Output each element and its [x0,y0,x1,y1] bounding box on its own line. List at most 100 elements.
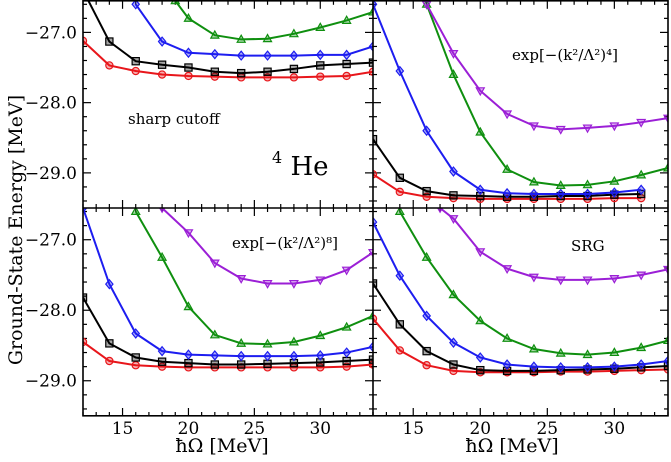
data-point-red [105,356,114,366]
x-axis-title-right: ħΩ [MeV] [465,435,558,457]
data-point-purple [636,118,647,128]
data-point-black [210,67,220,76]
series-group-bottom-left [83,208,373,372]
series-line-black [373,282,668,372]
data-point-blue [422,125,432,137]
data-point-black [289,358,299,368]
data-point-purple [582,124,593,134]
data-point-black [105,37,114,46]
data-point-green [367,310,373,320]
data-point-blue [449,337,458,349]
data-point-green [209,329,220,339]
data-point-black [157,60,167,69]
series-line-purple [425,3,668,131]
data-point-green [609,175,620,185]
series-line-blue [373,3,642,195]
data-point-purple [183,229,194,239]
data-point-green [448,289,459,299]
data-point-purple [236,275,247,284]
panel-top-right [372,0,669,208]
data-point-red [316,72,325,81]
data-point-black [105,339,114,348]
data-point-black [184,358,193,368]
data-point-green [288,336,299,346]
data-point-blue [342,347,352,358]
x-tick-label: 25 [536,419,558,439]
x-tick-label: 25 [244,419,266,439]
data-point-green [341,15,352,24]
data-point-purple [528,122,539,132]
data-point-green [609,347,620,357]
data-point-green [662,162,668,172]
x-tick-label: 20 [469,419,491,439]
y-tick-label: −28.0 [25,94,77,114]
data-point-green [157,251,168,261]
data-point-green [636,342,647,352]
data-point-purple [662,265,668,275]
data-point-blue [502,187,512,199]
data-point-black [449,191,458,200]
data-point-black [236,360,246,369]
series-line-blue [373,221,668,369]
data-point-green [475,126,486,136]
data-point-green [183,12,194,22]
data-point-red [373,170,378,179]
x-tick-label: 15 [112,419,134,439]
data-point-green [262,338,273,348]
data-point-black [476,365,485,375]
label-exp-8-text: exp[−(k²/Λ²)⁸] [232,234,338,252]
data-point-green [367,6,373,16]
data-point-blue [449,166,458,177]
data-point-green [394,208,405,216]
data-point-black [373,134,378,144]
data-point-red [342,71,351,81]
data-point-green [582,349,593,359]
data-point-black [449,360,458,369]
data-point-blue [315,49,325,61]
label-sharp-cutoff: sharp cutoff [128,110,221,128]
data-point-blue [395,270,405,282]
data-point-blue [556,188,566,200]
data-point-blue [636,184,646,196]
data-point-blue [663,355,668,367]
data-point-green [341,321,352,331]
data-point-blue [236,350,246,362]
data-point-black [373,279,378,288]
data-point-black [316,61,325,70]
data-point-purple [502,110,513,120]
series-group-top-right [373,0,668,204]
label-exp-4-text: exp[−(k²/Λ²)⁴] [512,46,618,64]
x-tick-label: 30 [309,419,331,439]
data-point-purple [315,276,326,286]
data-point-purple [582,276,593,286]
series-line-green [134,211,373,346]
label-exp-8: exp[−(k²/Λ²)⁸] [232,234,338,252]
data-point-black [422,186,431,196]
data-point-blue [422,310,432,322]
data-point-blue [475,184,485,196]
series-group-bottom-right [373,208,668,377]
series-line-red [373,173,642,200]
data-point-black [610,190,619,199]
series-line-black [87,0,373,75]
data-point-black [236,68,246,78]
data-point-black [316,358,325,367]
data-point-black [663,361,668,371]
data-point-black [157,357,167,366]
data-point-black [395,320,405,329]
data-point-black [131,353,140,362]
data-point-purple [367,248,373,258]
data-point-black [184,63,193,72]
nucleus-symbol: He [290,152,328,182]
data-point-green [236,337,247,347]
series-line-red [373,318,668,374]
data-point-blue [475,352,485,363]
data-point-blue [373,216,378,228]
y-axis-title: Ground-State Energy [MeV] [5,95,27,365]
x-tick-label: 30 [604,419,626,439]
data-point-blue [529,188,539,200]
data-point-purple [609,275,620,284]
data-point-blue [104,278,114,290]
data-point-green [555,180,566,190]
